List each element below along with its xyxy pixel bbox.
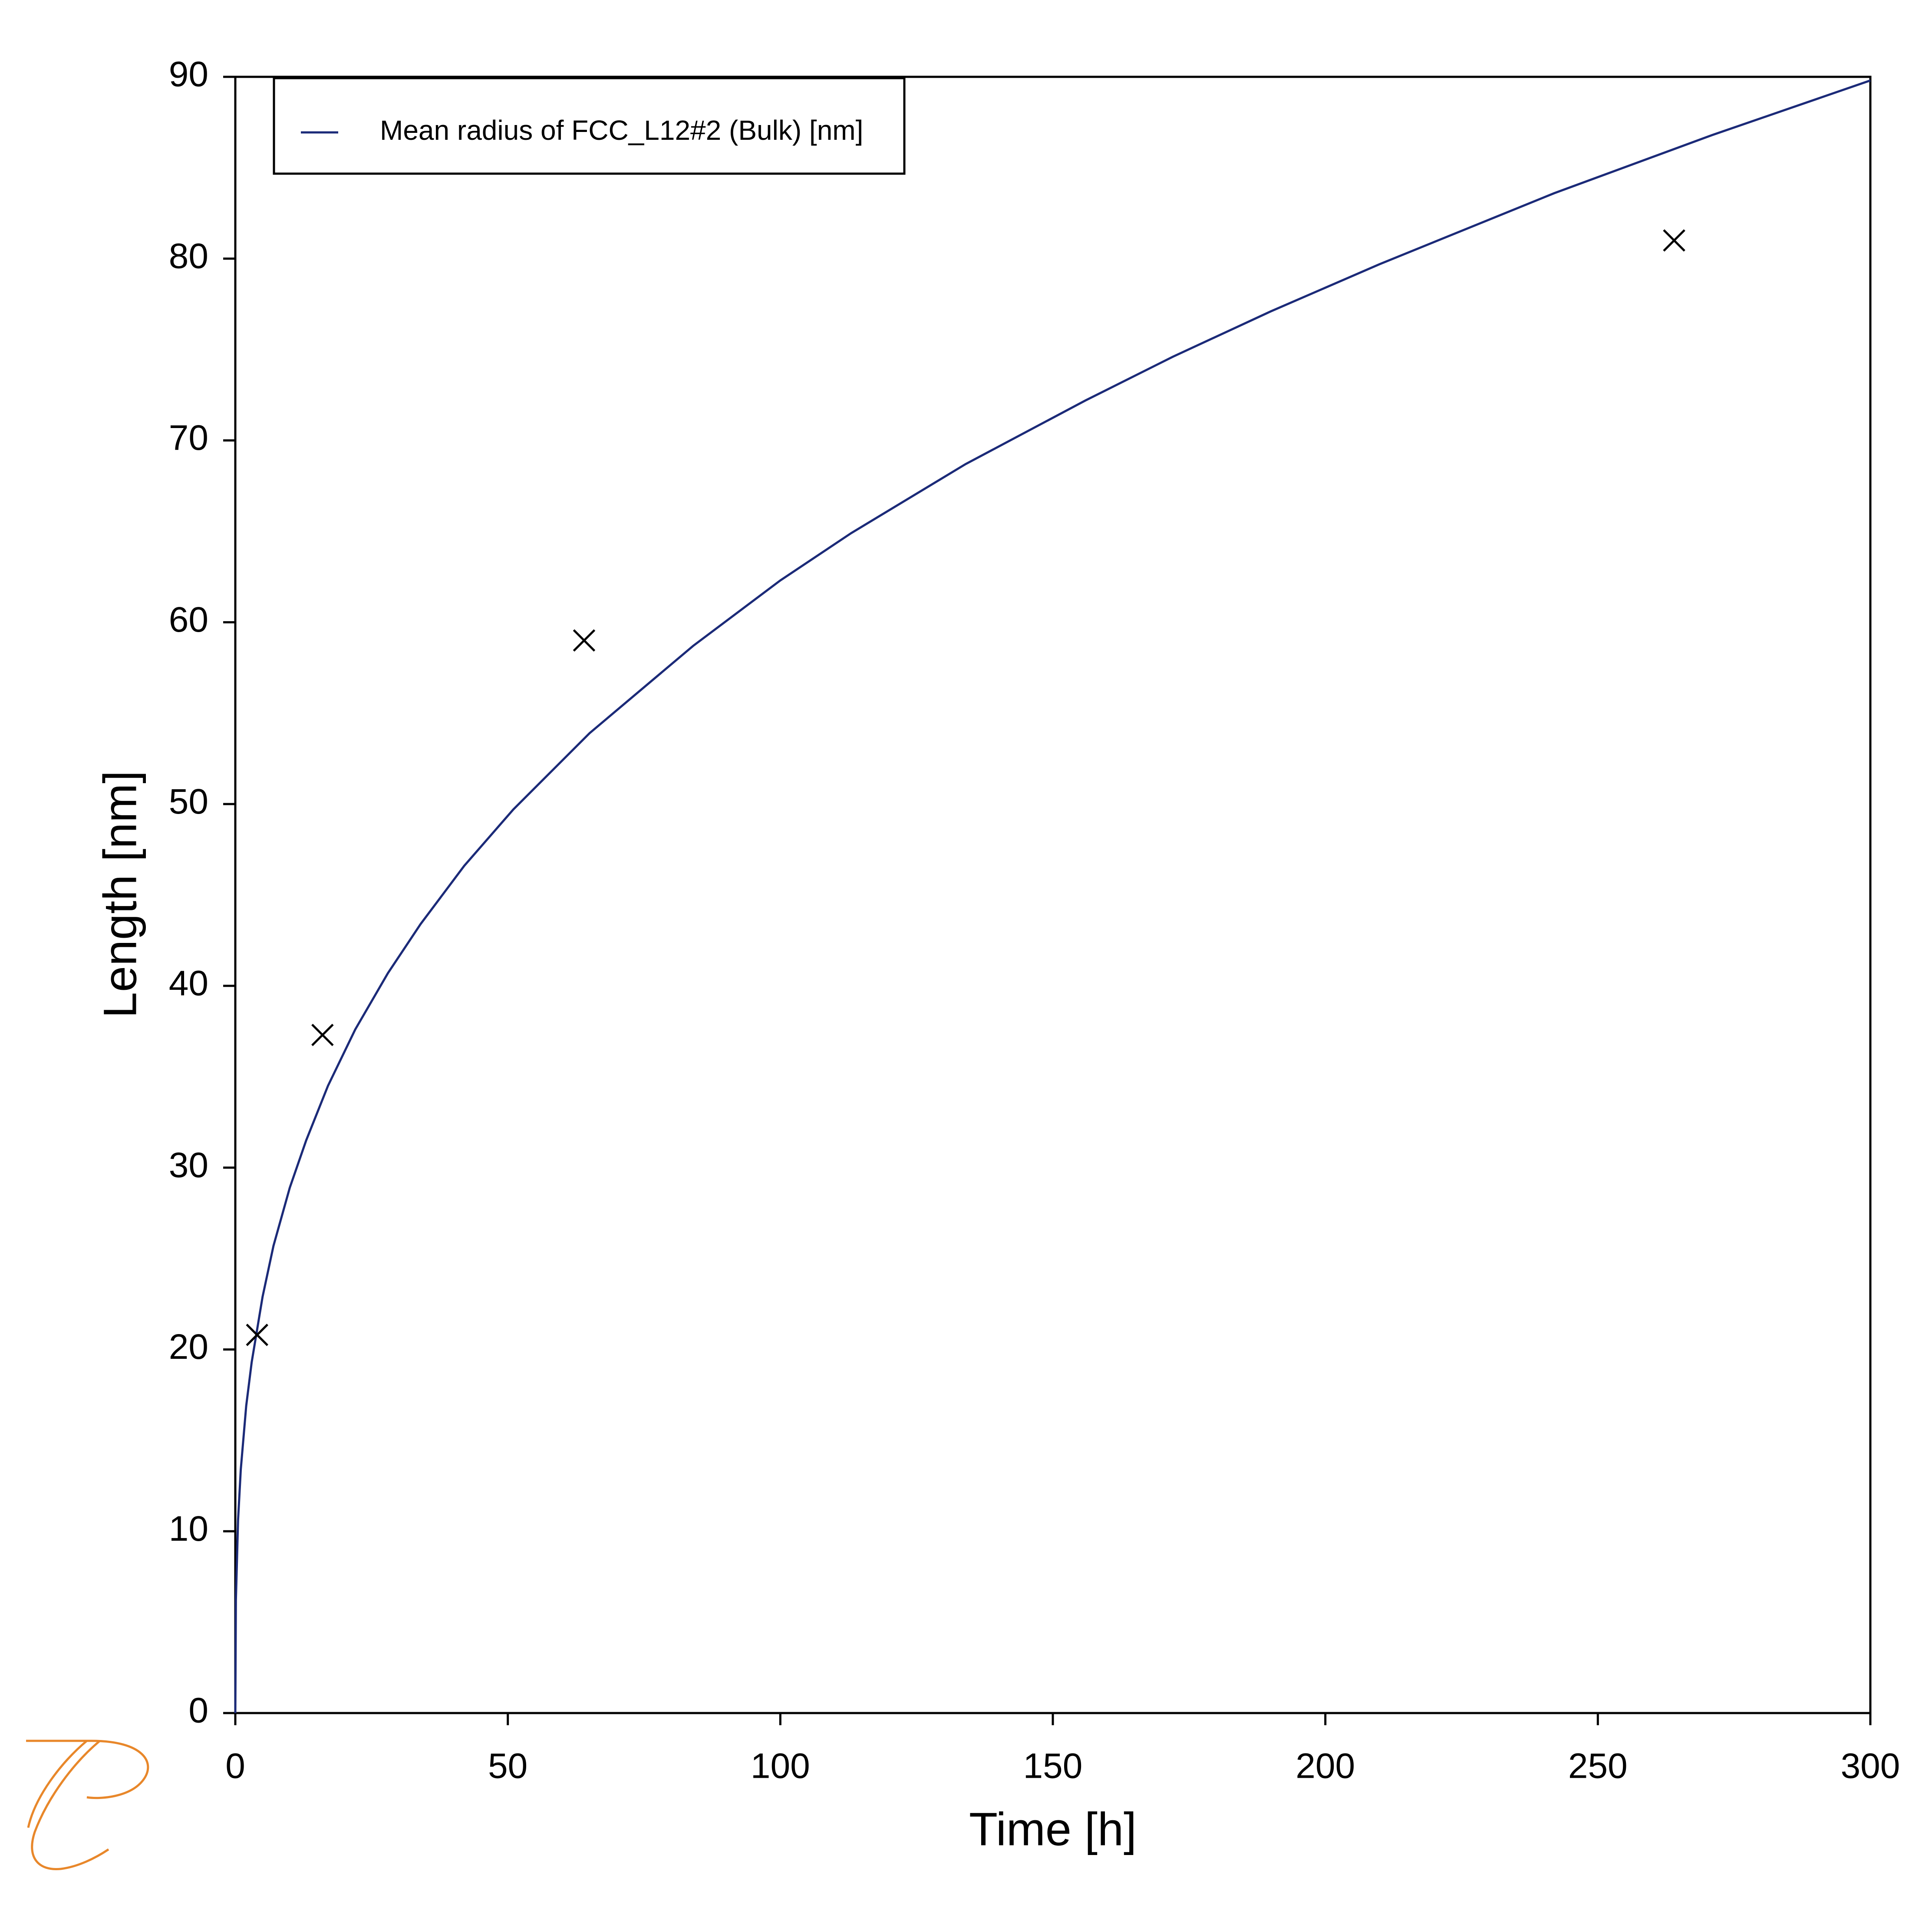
y-tick-label: 70 (169, 418, 208, 458)
y-axis-label: Length [nm] (94, 771, 146, 1018)
logo-stroke (27, 1740, 88, 1828)
x-axis-label: Time [h] (969, 1803, 1137, 1855)
logo-stroke (26, 1740, 149, 1799)
data-marker (1663, 229, 1685, 252)
x-tick-label: 50 (488, 1746, 528, 1786)
x-tick-label: 150 (1023, 1746, 1083, 1786)
y-tick-label: 80 (169, 236, 208, 276)
legend-box (273, 77, 906, 175)
data-marker (573, 629, 596, 652)
logo (26, 1740, 149, 1871)
legend-label: Mean radius of FCC_L12#2 (Bulk) [nm] (380, 115, 863, 146)
logo-stroke (31, 1740, 109, 1871)
y-tick-label: 10 (169, 1509, 208, 1549)
y-tick-label: 60 (169, 600, 208, 639)
y-tick-label: 50 (169, 782, 208, 821)
y-tick-label: 90 (169, 55, 208, 94)
y-tick-label: 30 (169, 1145, 208, 1185)
x-tick-label: 100 (751, 1746, 810, 1786)
x-tick-label: 200 (1296, 1746, 1355, 1786)
data-marker (246, 1324, 268, 1346)
data-marker (311, 1024, 334, 1046)
y-tick-label: 40 (169, 964, 208, 1003)
data-line (234, 79, 1871, 1713)
y-tick-label: 20 (169, 1327, 208, 1367)
x-tick-label: 0 (225, 1746, 245, 1786)
y-tick-label: 0 (188, 1691, 208, 1730)
x-tick-label: 250 (1568, 1746, 1628, 1786)
x-tick-label: 300 (1841, 1746, 1900, 1786)
